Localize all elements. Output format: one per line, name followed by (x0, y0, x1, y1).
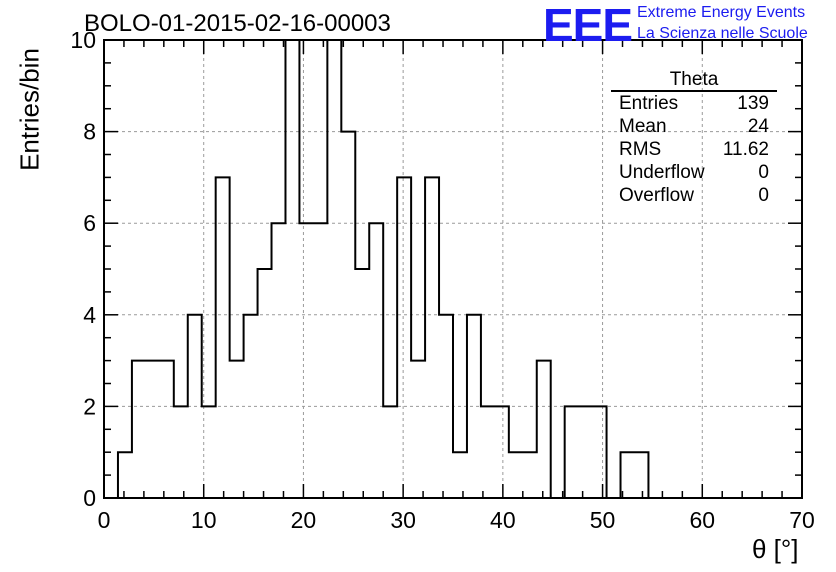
stats-row-underflow: Underflow 0 (611, 161, 777, 184)
histogram-bin (327, 40, 341, 498)
x-tick-label: 70 (789, 507, 815, 533)
histogram-bin (537, 361, 551, 498)
y-tick-label: 10 (70, 27, 96, 53)
chart-title: BOLO-01-2015-02-16-00003 (84, 10, 391, 37)
histogram-bin (132, 361, 146, 498)
stats-label: Mean (619, 116, 667, 137)
histogram-bin (160, 361, 174, 498)
histogram-bin (481, 406, 495, 498)
histogram-bars (104, 39, 802, 499)
histogram-bin (523, 452, 537, 498)
histogram-bin (634, 452, 648, 498)
stats-value: 0 (758, 185, 769, 206)
y-tick-label: 2 (83, 393, 96, 419)
stats-value: 139 (737, 93, 769, 114)
histogram-bin (369, 223, 383, 498)
stats-row-entries: Entries 139 (611, 92, 777, 115)
x-tick-label: 60 (689, 507, 715, 533)
stats-row-rms: RMS 11.62 (611, 138, 777, 161)
histogram-bin (299, 223, 313, 498)
stats-row-overflow: Overflow 0 (611, 184, 777, 207)
histogram-bin (341, 132, 355, 498)
histogram-bin (285, 40, 299, 498)
stats-label: Overflow (619, 185, 694, 206)
histogram-bin (355, 269, 369, 498)
histogram-bin (509, 452, 523, 498)
histogram-bin (216, 177, 230, 498)
histogram-bin (230, 361, 244, 498)
histogram-bin (565, 406, 579, 498)
histogram-bin (593, 406, 607, 498)
y-tick-label: 6 (83, 210, 96, 236)
histogram-bin (383, 406, 397, 498)
histogram-bin (146, 361, 160, 498)
histogram-bin (453, 452, 467, 498)
x-tick-label: 0 (98, 507, 111, 533)
x-axis-title: θ [°] (752, 534, 799, 564)
x-tick-label: 40 (490, 507, 516, 533)
histogram-bin (313, 223, 327, 498)
histogram-outline (104, 39, 802, 499)
x-tick-label: 20 (291, 507, 317, 533)
histogram-bin (258, 269, 272, 498)
stats-label: Underflow (619, 162, 705, 183)
y-tick-label: 8 (83, 119, 96, 145)
x-tick-label: 10 (191, 507, 217, 533)
x-tick-label: 30 (390, 507, 416, 533)
histogram-bin (579, 406, 593, 498)
stats-value: 24 (747, 116, 769, 137)
histogram-bin (272, 223, 286, 498)
histogram-bin (397, 177, 411, 498)
logo-line-2: La Scienza nelle Scuole (637, 25, 808, 42)
y-tick-label: 0 (83, 485, 96, 511)
y-tick-labels: 0 2 4 6 8 10 (70, 27, 96, 511)
eee-logo: EEE (543, 0, 633, 51)
stats-title: Theta (611, 70, 777, 92)
axis-ticks (103, 39, 803, 499)
stats-label: Entries (619, 93, 679, 114)
histogram-bin (174, 406, 188, 498)
histogram-bin (118, 452, 132, 498)
x-tick-labels: 0 10 20 30 40 50 60 70 (98, 507, 815, 533)
stats-value: 0 (758, 162, 769, 183)
logo-line-1: Extreme Energy Events (637, 4, 806, 21)
stats-label: RMS (619, 139, 662, 160)
stats-value: 11.62 (722, 139, 769, 160)
histogram-bin (425, 177, 439, 498)
histogram-bin (495, 406, 509, 498)
x-tick-label: 50 (590, 507, 616, 533)
stats-box: Theta Entries 139 Mean 24 RMS 11.62 Unde… (611, 70, 777, 207)
y-axis-title: Entries/bin (14, 48, 45, 171)
histogram-bin (411, 361, 425, 498)
stats-row-mean: Mean 24 (611, 115, 777, 138)
y-tick-label: 4 (83, 302, 96, 328)
